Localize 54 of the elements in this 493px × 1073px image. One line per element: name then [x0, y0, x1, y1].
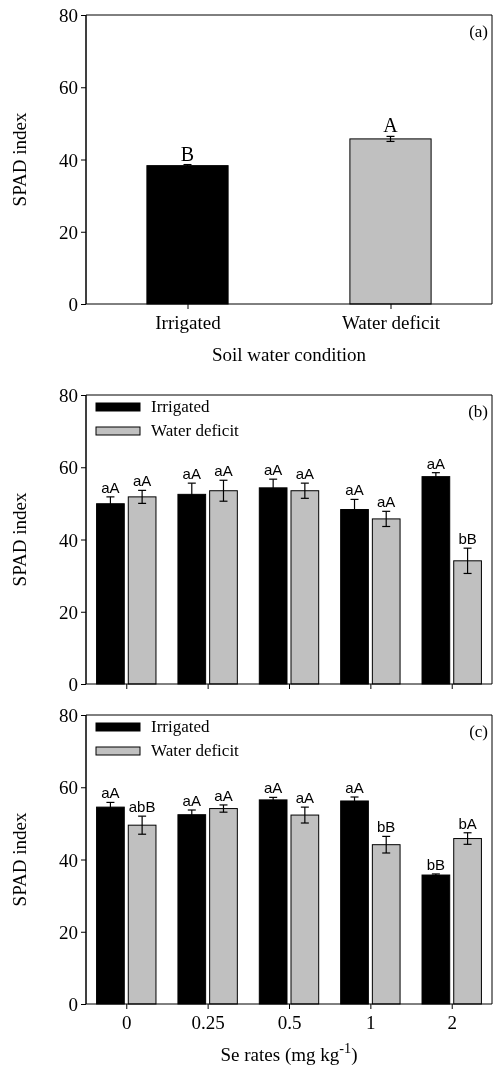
legend-label: Water deficit [151, 741, 240, 760]
data-label: aA [295, 465, 315, 483]
x-axis-title: Se rates (mg kg$^{-1}$) [220, 1040, 358, 1066]
y-axis-title: SPAD index [9, 112, 30, 207]
y-tick-label: 0 [68, 294, 78, 316]
legend-label: Water deficit [151, 421, 240, 440]
y-tick-label: 60 [59, 777, 78, 799]
data-label: aA [263, 461, 283, 479]
x-tick-label: 2 [447, 1012, 457, 1034]
x-tick-label: 0.5 [277, 1012, 302, 1034]
annotation: (a) [469, 22, 488, 41]
data-label: aA [101, 478, 120, 496]
annotation: (c) [469, 722, 488, 741]
data-label: bB [426, 855, 446, 873]
data-label: aA [182, 792, 201, 810]
data-label: B [180, 142, 195, 165]
y-tick-label: 60 [59, 457, 78, 479]
legend-label: Irrigated [151, 717, 211, 736]
y-tick-label: 40 [59, 149, 78, 171]
y-tick-label: 60 [59, 77, 78, 99]
data-label: aA [377, 493, 396, 511]
y-tick-label: 20 [59, 221, 78, 243]
data-label: aA [426, 454, 446, 472]
y-axis-title: SPAD index [9, 812, 30, 907]
x-tick-label: 0.25 [191, 1012, 225, 1034]
data-label: abB [128, 798, 156, 816]
data-label: A [383, 114, 399, 137]
x-tick-label: 0 [122, 1012, 132, 1034]
data-label: aA [345, 481, 364, 499]
x-axis-title: Soil water condition [211, 344, 367, 365]
data-label: aA [132, 472, 152, 490]
y-tick-label: 40 [59, 849, 78, 871]
y-tick-label: 80 [59, 5, 78, 27]
y-tick-label: 20 [59, 601, 78, 623]
y-tick-label: 40 [59, 529, 78, 551]
x-tick-label: 1 [366, 1012, 376, 1034]
data-label: aA [182, 465, 201, 483]
data-label: bA [458, 814, 477, 832]
data-label: aA [101, 784, 120, 802]
y-tick-label: 80 [59, 705, 78, 727]
y-axis-title: SPAD index [9, 492, 30, 587]
data-label: bB [458, 530, 477, 548]
data-label: aA [295, 789, 315, 807]
y-tick-label: 20 [59, 921, 78, 943]
data-label: aA [214, 462, 233, 480]
data-label: bB [377, 818, 396, 836]
data-label: aA [263, 779, 283, 797]
y-tick-label: 80 [59, 385, 78, 407]
y-tick-label: 0 [68, 994, 78, 1016]
y-tick-label: 0 [68, 674, 78, 696]
data-label: aA [345, 779, 364, 796]
data-label: aA [214, 786, 233, 804]
legend-label: Irrigated [151, 397, 211, 416]
annotation: (b) [468, 402, 488, 421]
